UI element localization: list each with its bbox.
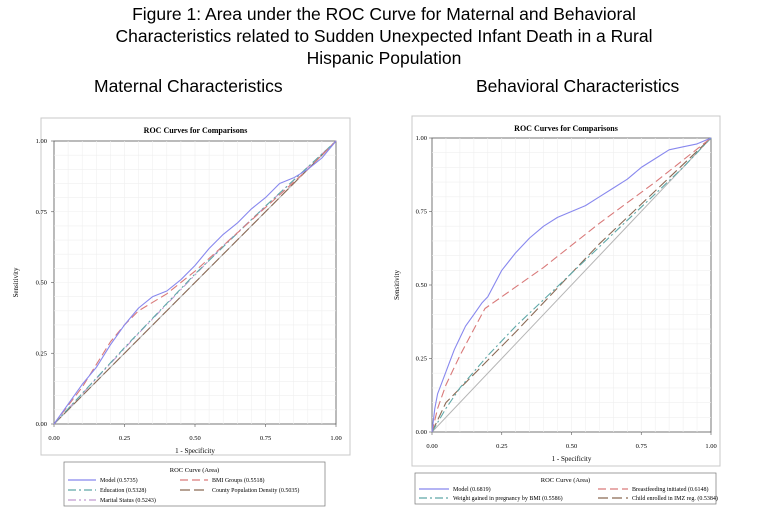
roc-series-line [431, 137, 712, 433]
roc-series-line [53, 140, 337, 425]
chart-title: ROC Curves for Comparisons [144, 126, 248, 135]
left-panel-heading: Maternal Characteristics [94, 76, 283, 96]
chart-frame [40, 117, 351, 456]
y-tick-label: 1.00 [36, 138, 47, 145]
legend-entry-label: Marital Status (0.5243) [100, 497, 156, 504]
legend-title: ROC Curve (Area) [541, 477, 590, 484]
x-tick-label: 1.00 [705, 443, 716, 450]
x-tick-label: 0.25 [119, 435, 130, 442]
legend-box [414, 472, 717, 505]
legend-entry-label: Model (0.5735) [100, 477, 138, 484]
y-tick-label: 0.75 [416, 209, 427, 216]
legend-entry-label: Weight gained in pregnancy by BMI (0.558… [453, 495, 563, 502]
gridlines [432, 138, 711, 432]
x-tick-label: 0.50 [566, 443, 577, 450]
chart-legend: ROC Curve (Area) Model (0.5735) BMI Groups… [63, 461, 326, 507]
roc-series-line [53, 140, 337, 425]
figure-title-line-1: Figure 1: Area under the ROC Curve for M… [132, 4, 636, 24]
legend-entry-label: Breastfeeding initiated (0.6148) [632, 486, 708, 493]
legend-entry-label: Child enrolled in IMZ reg. (0.5384) [632, 495, 718, 502]
legend-title: ROC Curve (Area) [170, 467, 219, 474]
x-tick-label: 0.00 [426, 443, 437, 450]
legend-box [63, 461, 326, 507]
y-tick-label: 0.00 [416, 429, 427, 436]
legend-entry-label: Education (0.5328) [100, 487, 146, 494]
roc-series-line [431, 137, 712, 433]
gridlines [54, 141, 336, 424]
chart-title: ROC Curves for Comparisons [514, 124, 618, 133]
y-tick-label: 0.25 [416, 356, 427, 363]
roc-series-line [431, 137, 712, 433]
y-tick-label: 1.00 [416, 135, 427, 142]
y-tick-label: 0.50 [416, 282, 427, 289]
roc-series-line [431, 137, 712, 433]
x-axis-label: 1 - Specificity [175, 447, 215, 455]
right-panel-heading: Behavioral Characteristics [476, 76, 680, 96]
legend-entry-label: Model (0.6819) [453, 486, 491, 493]
y-axis-label: Sensitivity [393, 270, 401, 300]
y-tick-label: 0.75 [36, 209, 47, 216]
y-tick-label: 0.50 [36, 280, 47, 287]
chart-frame [411, 115, 721, 467]
legend-entry-label: County Population Density (0.5035) [212, 487, 299, 494]
roc-series-line [53, 140, 337, 425]
legend-entry-label: BMI Groups (0.5518) [212, 477, 265, 484]
roc-chart-2: ROC Curves for Comparisons 0.00 0.00 0.25 0.… [393, 115, 721, 505]
x-tick-label: 0.00 [48, 435, 59, 442]
y-tick-label: 0.25 [36, 350, 47, 357]
figure-title-line-3: Hispanic Population [306, 48, 462, 68]
figure-title: Figure 1: Area under the ROC Curve for M… [0, 3, 768, 69]
chart-legend: ROC Curve (Area) Model (0.6819) Breastfeed… [414, 472, 718, 505]
y-axis-label: Sensitivity [12, 267, 20, 297]
roc-series-line [53, 140, 337, 425]
roc-chart-1: ROC Curves for Comparisons 0.000.00 0.25 0.… [12, 117, 351, 507]
y-tick-label: 0.00 [36, 421, 47, 428]
x-tick-label: 0.25 [496, 443, 507, 450]
x-axis-label: 1 - Specificity [552, 455, 592, 463]
x-tick-label: 0.50 [189, 435, 200, 442]
reference-line [431, 137, 712, 433]
x-tick-label: 1.00 [330, 435, 341, 442]
x-tick-label: 0.75 [636, 443, 647, 450]
figure-title-line-2: Characteristics related to Sudden Unexpe… [115, 26, 653, 46]
x-tick-label: 0.75 [260, 435, 271, 442]
